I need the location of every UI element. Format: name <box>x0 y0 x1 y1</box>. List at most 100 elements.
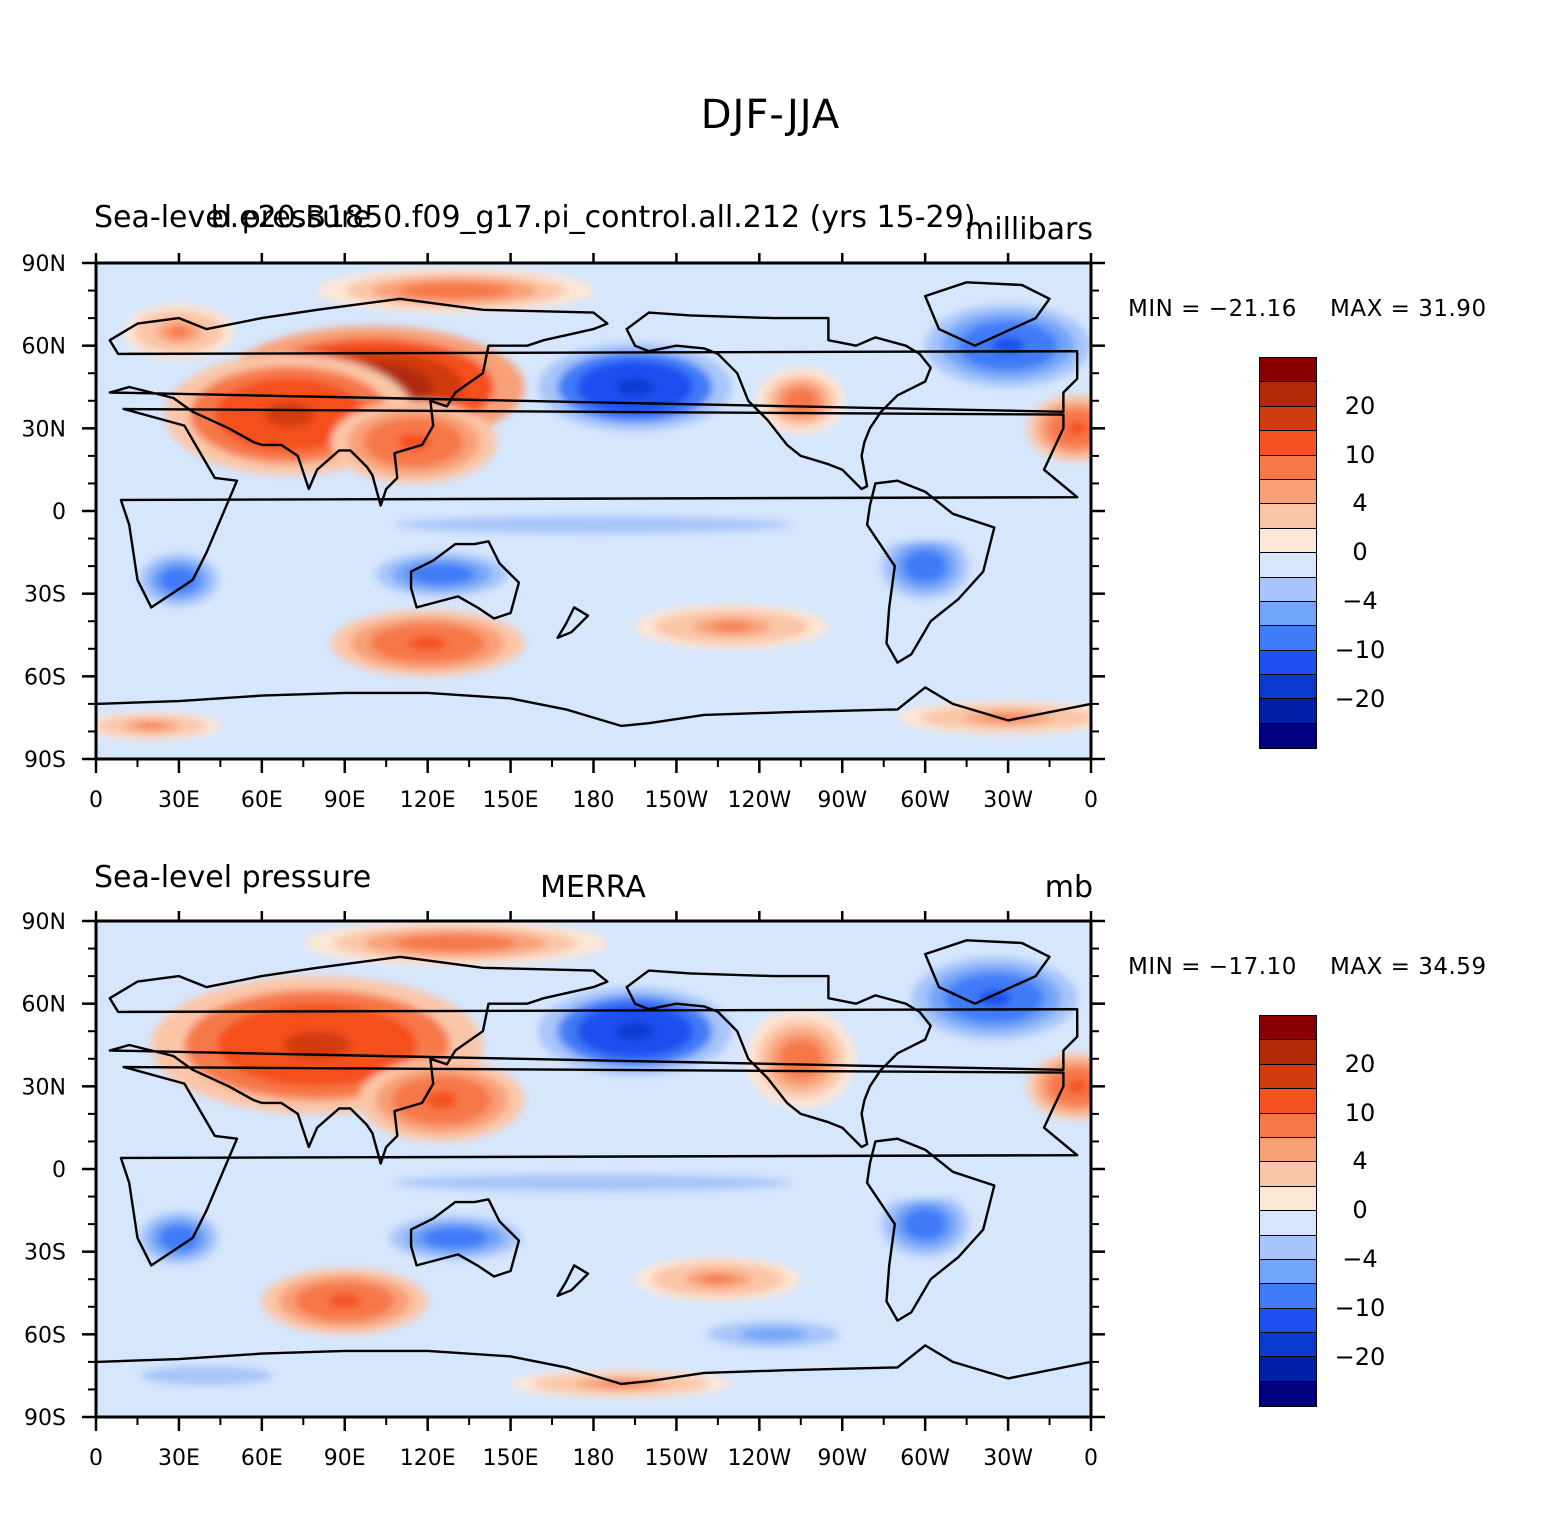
y-tick-label: 90S <box>24 1406 66 1431</box>
anomaly-contour <box>408 636 448 650</box>
coastline-africa <box>119 407 1079 609</box>
colorbar-segment <box>1260 1137 1316 1163</box>
x-tick-label: 120E <box>400 1446 456 1471</box>
anomaly-contour <box>914 1215 937 1233</box>
colorbar-label: −20 <box>1334 1342 1386 1371</box>
panel-left-title: Sea-level pressure <box>94 860 372 895</box>
colorbar-label: −4 <box>1342 587 1378 615</box>
colorbar-segment <box>1260 1211 1316 1236</box>
x-tick-label: 150W <box>645 1446 709 1471</box>
colorbar-segment <box>1260 699 1316 724</box>
colorbar-label: −4 <box>1342 1245 1378 1273</box>
map-plot: 0 30E 60E 90E 120E 150E 180 150W 120W 90W 60W 30W 09… <box>22 252 1105 813</box>
x-tick-label: 30E <box>158 1446 200 1471</box>
colorbar-segment <box>1260 455 1316 480</box>
colorbar-segment <box>1260 1333 1316 1358</box>
colorbar-segment <box>1260 723 1316 749</box>
x-tick-label: 90W <box>817 788 867 813</box>
y-tick-label: 90N <box>22 910 66 935</box>
colorbar-segment <box>1260 1113 1316 1138</box>
x-tick-label: 60W <box>900 1446 950 1471</box>
anomaly-contour <box>991 337 1025 354</box>
panel-center-title: b.e20.B1850.f09_g17.pi_control.all.212 (… <box>210 200 976 235</box>
colorbar-segment <box>1260 1259 1316 1285</box>
pressure-field <box>96 921 1091 1417</box>
coastline-namerica <box>625 969 932 1149</box>
coastline-nzealand <box>556 606 590 639</box>
colorbar-segment <box>1260 406 1316 432</box>
colorbar-segment <box>1260 1357 1316 1382</box>
colorbar-segment <box>1260 601 1316 627</box>
coastline-samerica <box>865 1137 996 1322</box>
y-tick-label: 90S <box>24 748 66 773</box>
coastline-namerica <box>625 311 932 491</box>
colorbar-label: 20 <box>1344 1049 1376 1078</box>
anomaly-contour <box>137 723 166 729</box>
panel-units: millibars <box>965 212 1093 247</box>
coastline-antarctica <box>96 1344 1091 1417</box>
anomaly-contour <box>424 938 486 948</box>
coastline-greenland <box>924 939 1051 1005</box>
colorbar-segment <box>1260 504 1316 529</box>
y-tick-label: 30S <box>24 1241 66 1266</box>
min-label: MIN = −21.16 <box>1128 296 1297 322</box>
coastlines <box>96 939 1091 1417</box>
x-tick-label: 150E <box>483 1446 539 1471</box>
colorbar-label: 4 <box>1352 489 1368 518</box>
coastlines <box>96 281 1091 759</box>
anomaly-contour <box>914 557 937 575</box>
anomaly-contour <box>615 1022 655 1041</box>
anomaly-contour <box>756 1331 790 1338</box>
coastline-africa <box>119 1065 1079 1267</box>
colorbar-segment <box>1260 1381 1316 1407</box>
colorbar-segment <box>1260 577 1316 602</box>
y-tick-label: 0 <box>52 1158 66 1183</box>
colorbar-segment <box>1260 675 1316 700</box>
y-tick-label: 60S <box>24 1323 66 1348</box>
colorbar-segment <box>1260 1235 1316 1260</box>
colorbar <box>1259 357 1317 750</box>
coastline-greenland <box>924 281 1051 347</box>
x-tick-label: 30W <box>983 1446 1033 1471</box>
colorbar-segment <box>1260 626 1316 651</box>
min-label: MIN = −17.10 <box>1128 954 1297 980</box>
coastline-australia <box>409 540 521 620</box>
y-tick-label: 60N <box>22 335 66 360</box>
panel-units: mb <box>1044 870 1093 905</box>
x-tick-label: 120W <box>727 788 791 813</box>
y-tick-label: 90N <box>22 252 66 277</box>
coastline-eurasia <box>108 297 1079 507</box>
colorbar-label: 20 <box>1344 391 1376 420</box>
x-tick-label: 30E <box>158 788 200 813</box>
colorbar-segment <box>1260 1162 1316 1187</box>
y-tick-label: 0 <box>52 500 66 525</box>
y-tick-label: 60S <box>24 665 66 690</box>
anomaly-contour <box>1067 421 1088 435</box>
coastline-nzealand <box>556 1264 590 1297</box>
colorbar-segment <box>1260 1040 1316 1065</box>
panel-center-title: MERRA <box>540 870 646 905</box>
x-tick-label: 30W <box>983 788 1033 813</box>
max-label: MAX = 34.59 <box>1330 954 1487 980</box>
coastline-samerica <box>865 479 996 664</box>
colorbar-segment <box>1260 528 1316 554</box>
colorbar-segment <box>1260 1089 1316 1114</box>
x-tick-label: 0 <box>1084 788 1098 813</box>
anomaly-contour <box>397 433 431 451</box>
colorbar-label: 4 <box>1352 1147 1368 1176</box>
colorbar-segment <box>1260 1064 1316 1090</box>
colorbar-label: −10 <box>1334 635 1386 664</box>
anomaly-contour <box>494 520 693 530</box>
colorbar-label: −10 <box>1334 1293 1386 1322</box>
x-tick-label: 0 <box>89 1446 103 1471</box>
colorbar-segment <box>1260 1284 1316 1309</box>
y-tick-label: 30N <box>22 417 66 442</box>
main-title: DJF-JJA <box>700 92 841 138</box>
pressure-field <box>96 263 1091 759</box>
anomaly-contour <box>328 1294 362 1308</box>
anomaly-contour <box>167 326 190 338</box>
anomaly-contour <box>791 394 810 408</box>
coastline-eurasia <box>108 955 1079 1165</box>
x-tick-label: 60E <box>241 788 283 813</box>
y-tick-label: 60N <box>22 993 66 1018</box>
